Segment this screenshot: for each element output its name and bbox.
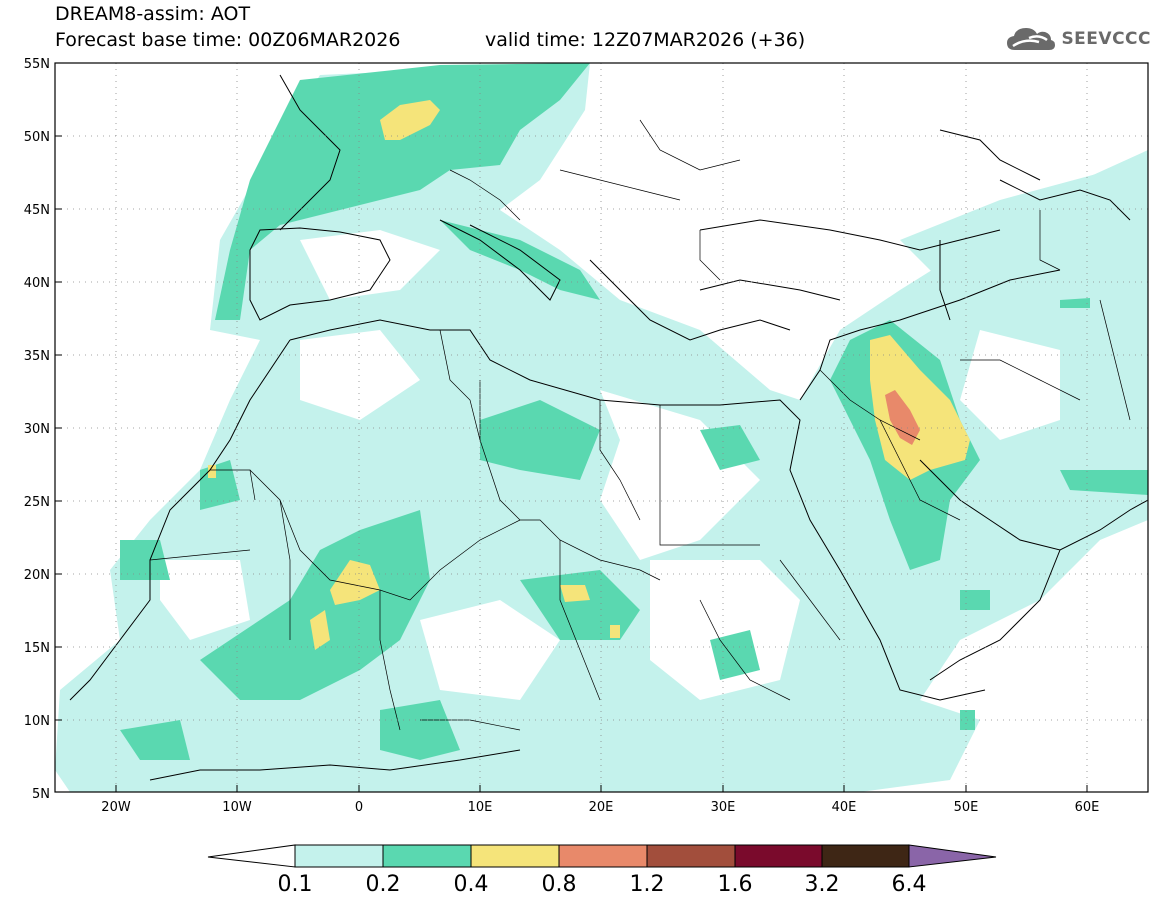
aot-clear-areas	[160, 230, 1148, 700]
colorbar-label: 0.2	[366, 872, 401, 897]
cloud-icon	[1007, 28, 1056, 50]
lat-label-20n: 20N	[24, 568, 50, 583]
forecast-base-time: Forecast base time: 00Z06MAR2026	[55, 29, 401, 51]
lat-labels: 55N 50N 45N 40N 35N 30N 25N 20N 15N 10N …	[24, 57, 50, 802]
colorbar-segment-3	[470, 844, 560, 868]
colorbar-label: 1.6	[718, 872, 753, 897]
colorbar-high-arrow	[908, 844, 997, 868]
aot-level-0-4	[208, 100, 970, 650]
lat-label-50n: 50N	[24, 130, 50, 145]
lat-label-40n: 40N	[24, 276, 50, 291]
map-title: DREAM8-assim: AOT	[55, 3, 251, 25]
lon-label-40e: 40E	[832, 800, 857, 815]
lon-label-20e: 20E	[589, 800, 614, 815]
lat-label-45n: 45N	[24, 203, 50, 218]
colorbar-segment-2	[382, 844, 472, 868]
colorbar-label: 1.2	[630, 872, 665, 897]
colorbar-segment-4	[558, 844, 648, 868]
axis-ticks	[55, 62, 1088, 792]
lat-label-25n: 25N	[24, 495, 50, 510]
lon-label-50e: 50E	[954, 800, 979, 815]
colorbar-label: 0.4	[454, 872, 489, 897]
aot-level-0-8	[885, 390, 920, 445]
country-borders	[149, 119, 1131, 731]
lon-label-0: 0	[355, 800, 363, 815]
colorbar-labels: 0.1 0.2 0.4 0.8 1.2 1.6 3.2 6.4	[278, 872, 927, 897]
colorbar-segment-1	[294, 844, 384, 868]
lon-label-30e: 30E	[711, 800, 736, 815]
seevccc-logo: SEEVCCC	[1005, 24, 1151, 54]
colorbar-label: 6.4	[892, 872, 927, 897]
colorbar-label: 0.1	[278, 872, 313, 897]
logo-text: SEEVCCC	[1061, 29, 1151, 49]
lat-label-55n: 55N	[24, 57, 50, 72]
lon-label-10e: 10E	[468, 800, 493, 815]
lat-label-30n: 30N	[24, 422, 50, 437]
lon-labels: 20W 10W 0 10E 20E 30E 40E 50E 60E	[101, 800, 1099, 815]
coastlines	[69, 74, 1148, 781]
lat-label-5n: 5N	[32, 787, 50, 802]
lon-label-60e: 60E	[1075, 800, 1100, 815]
colorbar-label: 0.8	[542, 872, 577, 897]
lat-label-35n: 35N	[24, 349, 50, 364]
colorbar-segment-6	[734, 844, 823, 868]
lon-label-10w: 10W	[222, 800, 252, 815]
lon-label-20w: 20W	[101, 800, 131, 815]
colorbar-segment-7	[821, 844, 910, 868]
lat-label-10n: 10N	[24, 714, 50, 729]
aot-field	[55, 63, 1148, 792]
gridlines	[55, 63, 1148, 792]
lat-label-15n: 15N	[24, 641, 50, 656]
colorbar-low-arrow	[207, 844, 296, 868]
colorbar-segment-5	[646, 844, 736, 868]
valid-time: valid time: 12Z07MAR2026 (+36)	[485, 29, 806, 51]
colorbar	[207, 844, 997, 868]
colorbar-label: 3.2	[805, 872, 840, 897]
